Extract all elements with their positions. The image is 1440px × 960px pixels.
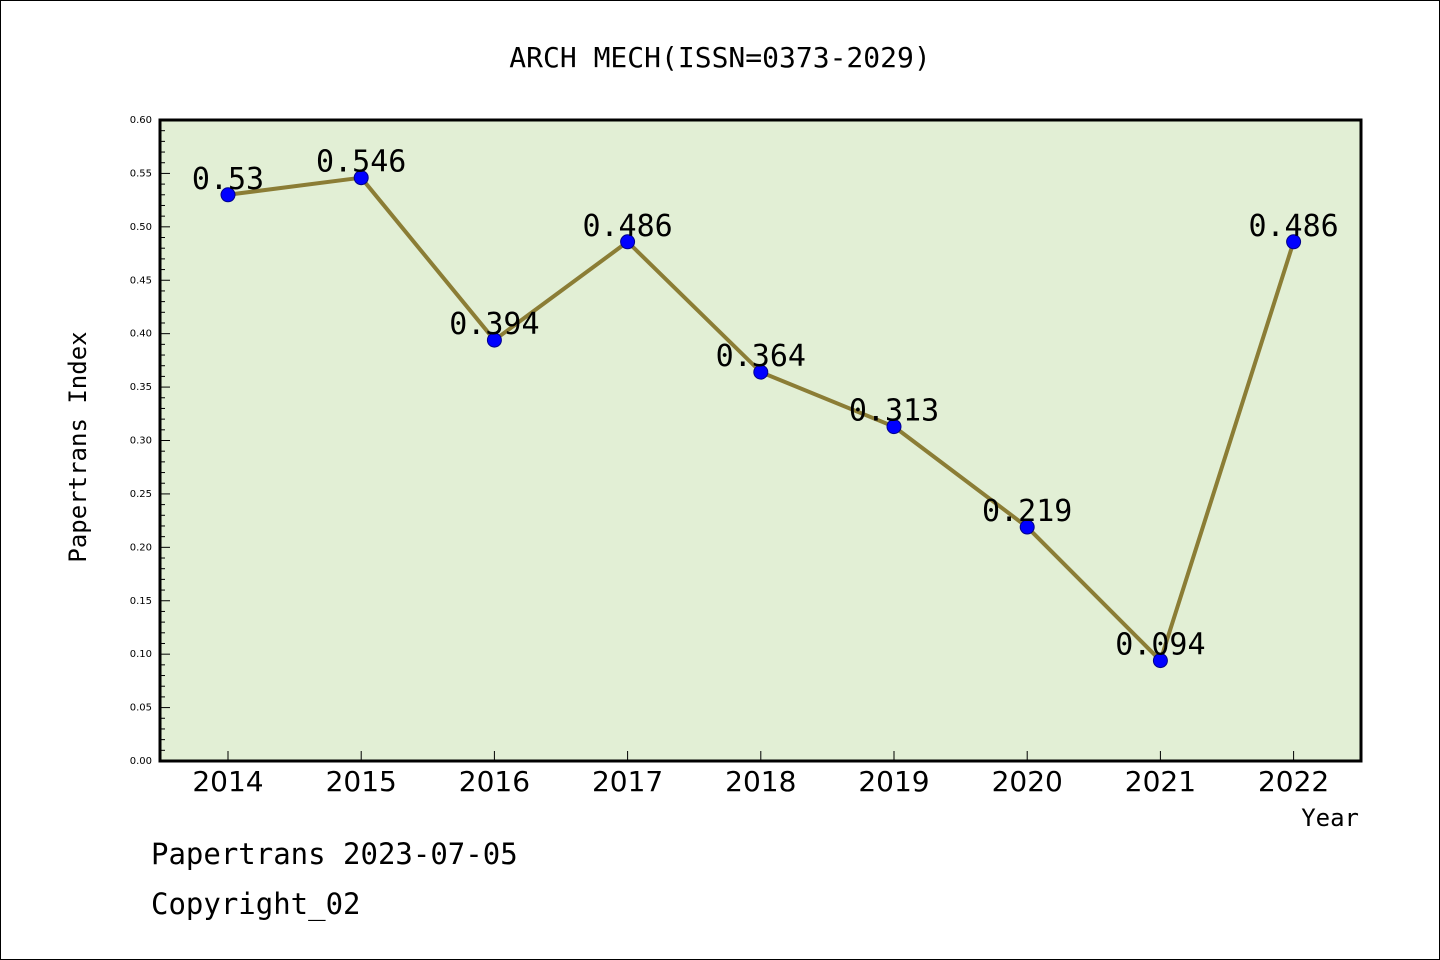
footer-date: Papertrans 2023-07-05 (151, 837, 518, 871)
y-tick-label: 0.50 (130, 222, 152, 233)
y-tick-label: 0.10 (130, 649, 152, 660)
data-label-2019: 0.313 (849, 394, 939, 429)
data-label-2022: 0.486 (1248, 209, 1338, 244)
x-tick-label: 2015 (326, 765, 397, 798)
y-tick-label: 0.45 (130, 275, 152, 286)
x-tick-label: 2016 (459, 765, 530, 798)
x-tick-label: 2020 (992, 765, 1063, 798)
data-point-2015 (353, 170, 369, 186)
footer-copyright: Copyright_02 (151, 887, 361, 922)
x-tick-label: 2022 (1258, 765, 1329, 798)
marker-group (220, 170, 1302, 669)
data-point-2014 (220, 187, 236, 203)
data-point-2022 (1286, 234, 1302, 250)
y-tick-label: 0.30 (130, 436, 152, 447)
y-tick-label: 0.20 (130, 542, 152, 553)
y-tick-label: 0.35 (130, 382, 152, 393)
data-label-2018: 0.364 (716, 339, 806, 374)
plot-area (158, 118, 1363, 763)
y-tick-label: 0.40 (130, 329, 152, 340)
x-tick-label: 2017 (592, 765, 663, 798)
x-tick-label: 2018 (725, 765, 796, 798)
data-point-2016 (486, 332, 502, 348)
data-label-2014: 0.53 (192, 162, 264, 197)
data-label-group: 0.53 0.546 0.394 0.486 0.364 0.313 0.219 0.094 0… (192, 145, 1339, 663)
data-label-2016: 0.394 (449, 307, 539, 342)
y-tick-label: 0.00 (130, 756, 152, 767)
data-label-2017: 0.486 (582, 209, 672, 244)
x-axis-label: Year (1301, 804, 1359, 832)
x-axis: 2014 2015 2016 2017 2018 2019 2020 2021 2022 (192, 751, 1329, 798)
data-point-2017 (620, 234, 636, 250)
x-tick-label: 2014 (192, 765, 263, 798)
data-point-2020 (1019, 519, 1035, 535)
y-tick-label: 0.05 (130, 703, 152, 714)
data-label-2021: 0.094 (1115, 628, 1205, 663)
y-tick-label: 0.15 (130, 596, 152, 607)
y-tick-label: 0.55 (130, 168, 152, 179)
data-point-2019 (886, 419, 902, 435)
chart-title: ARCH MECH(ISSN=0373-2029) (509, 41, 930, 74)
y-axis-label: Papertrans Index (64, 331, 92, 562)
y-axis: 0.00 0.05 0.10 0.15 0.20 0.25 0.30 0.35 0.40 0.45… (130, 115, 170, 767)
y-tick-label: 0.60 (130, 115, 152, 126)
data-point-2018 (753, 364, 769, 380)
x-tick-label: 2019 (858, 765, 929, 798)
data-label-2015: 0.546 (316, 145, 406, 180)
y-tick-label: 0.25 (130, 489, 152, 500)
x-tick-label: 2021 (1125, 765, 1196, 798)
data-point-2021 (1152, 653, 1168, 669)
data-label-2020: 0.219 (982, 494, 1072, 529)
